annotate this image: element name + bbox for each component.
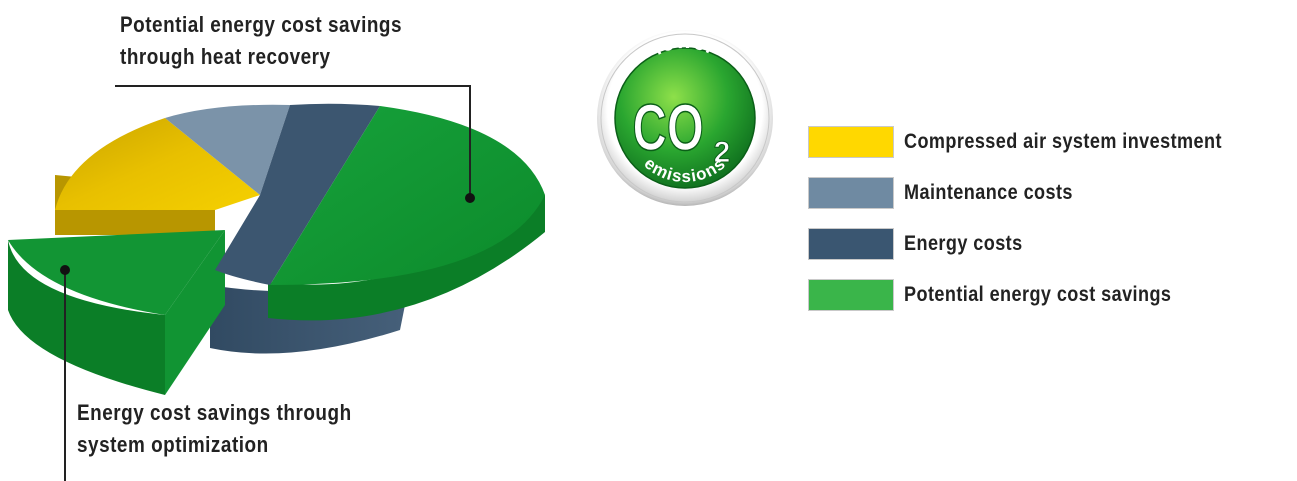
legend-swatch [808,279,894,311]
legend-swatch [808,177,894,209]
lower-co2-emissions-badge: lower CO 2 emissions [597,30,773,206]
callout-optimization-leader [60,265,70,481]
pie-slice-potential-energy-cost-savings [270,106,545,285]
callout-dot [465,193,475,203]
callout-dot [60,265,70,275]
pie-slice-energy-cost-savings-optimization [8,230,225,315]
green-exploded-face [165,230,225,395]
pie-slice-energy-costs [215,103,380,285]
legend-swatch [808,126,894,158]
legend-label: Maintenance costs [904,181,1073,204]
pie-slice-maintenance-costs [165,104,290,195]
legend-label: Energy costs [904,232,1023,255]
callout-system-optimization: Energy cost savings through system optim… [77,397,352,461]
pie-slice-compressed-air-investment [55,118,260,210]
callout-heat-recovery: Potential energy cost savings through he… [120,9,402,73]
green-large-side [268,195,545,321]
callout-optimization-line2: system optimization [77,432,269,457]
badge-subscript-2: 2 [714,136,731,169]
legend-swatch [808,228,894,260]
green-exploded-side [8,240,165,395]
callout-heat-recovery-line1: Potential energy cost savings [120,12,403,37]
legend-label: Potential energy cost savings [904,283,1172,306]
callout-heat-recovery-line2: through heat recovery [120,44,331,69]
callout-heat-recovery-leader [115,85,475,203]
badge-co-text: CO [633,91,704,164]
callout-optimization-line1: Energy cost savings through [77,400,352,425]
pie-top-slices [8,103,545,315]
legend-label: Compressed air system investment [904,130,1222,153]
